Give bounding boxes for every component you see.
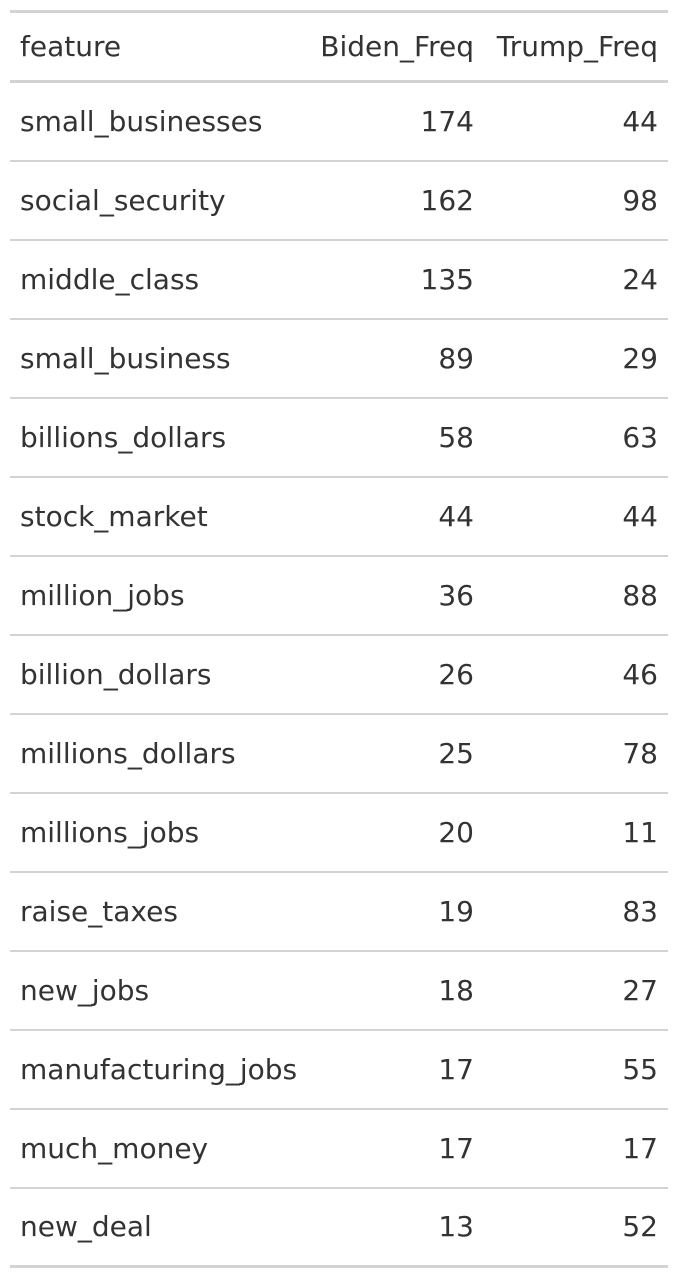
feature-cell: social_security (10, 159, 300, 240)
header-row: feature Biden_Freq Trump_Freq (10, 11, 668, 83)
trump-freq-cell: 88 (484, 554, 668, 635)
frequency-table-container: feature Biden_Freq Trump_Freq small_busi… (10, 10, 668, 1268)
feature-cell: manufacturing_jobs (10, 1028, 300, 1109)
table-row: billion_dollars 26 46 (10, 633, 668, 714)
feature-cell: small_business (10, 317, 300, 398)
table-row: small_businesses 174 44 (10, 82, 668, 161)
biden-freq-cell: 13 (300, 1186, 484, 1267)
feature-cell: stock_market (10, 475, 300, 556)
trump-freq-cell: 98 (484, 159, 668, 240)
biden-freq-cell: 162 (300, 159, 484, 240)
table-body: small_businesses 174 44 social_security … (10, 82, 668, 1267)
feature-cell: billions_dollars (10, 396, 300, 477)
trump-freq-cell: 29 (484, 317, 668, 398)
biden-freq-cell: 36 (300, 554, 484, 635)
trump-freq-cell: 46 (484, 633, 668, 714)
table-row: middle_class 135 24 (10, 238, 668, 319)
column-header-feature: feature (10, 11, 300, 83)
trump-freq-cell: 17 (484, 1107, 668, 1188)
table-row: much_money 17 17 (10, 1107, 668, 1188)
feature-cell: middle_class (10, 238, 300, 319)
table-row: small_business 89 29 (10, 317, 668, 398)
trump-freq-cell: 44 (622, 104, 658, 138)
table-row: manufacturing_jobs 17 55 (10, 1028, 668, 1109)
trump-freq-cell: 27 (484, 949, 668, 1030)
trump-freq-cell: 55 (484, 1028, 668, 1109)
column-header-trump-freq: Trump_Freq (484, 11, 668, 83)
column-header-biden-freq: Biden_Freq (300, 11, 484, 83)
biden-freq-cell: 19 (300, 870, 484, 951)
feature-cell: much_money (10, 1107, 300, 1188)
feature-cell: billion_dollars (10, 633, 300, 714)
trump-freq-cell: 24 (484, 238, 668, 319)
table-row: new_jobs 18 27 (10, 949, 668, 1030)
trump-freq-cell: 44 (484, 475, 668, 556)
trump-freq-cell: 52 (484, 1186, 668, 1267)
biden-freq-cell: 58 (300, 396, 484, 477)
biden-freq-cell: 25 (300, 712, 484, 793)
biden-freq-cell: 18 (300, 949, 484, 1030)
table-row: billions_dollars 58 63 (10, 396, 668, 477)
feature-cell: new_jobs (10, 949, 300, 1030)
feature-cell: million_jobs (10, 554, 300, 635)
feature-cell: new_deal (10, 1186, 300, 1267)
table-row: millions_jobs 20 11 (10, 791, 668, 872)
feature-cell: millions_jobs (10, 791, 300, 872)
biden-freq-cell: 26 (300, 633, 484, 714)
table-row: social_security 162 98 (10, 159, 668, 240)
biden-freq-cell: 135 (300, 238, 484, 319)
trump-freq-cell: 78 (484, 712, 668, 793)
trump-freq-cell: 83 (484, 870, 668, 951)
table-row: new_deal 13 52 (10, 1186, 668, 1267)
table-row: stock_market 44 44 (10, 475, 668, 556)
table-header: feature Biden_Freq Trump_Freq (10, 11, 668, 83)
feature-cell: millions_dollars (10, 712, 300, 793)
table-row: raise_taxes 19 83 (10, 870, 668, 951)
feature-cell: raise_taxes (10, 870, 300, 951)
biden-freq-cell: 89 (300, 317, 484, 398)
biden-freq-cell: 20 (300, 791, 484, 872)
table-row: millions_dollars 25 78 (10, 712, 668, 793)
feature-cell: small_businesses (20, 104, 263, 138)
biden-freq-cell: 17 (300, 1028, 484, 1109)
frequency-table: feature Biden_Freq Trump_Freq small_busi… (10, 10, 668, 1268)
table-row: million_jobs 36 88 (10, 554, 668, 635)
biden-freq-cell: 174 (420, 104, 474, 138)
trump-freq-cell: 11 (484, 791, 668, 872)
biden-freq-cell: 44 (300, 475, 484, 556)
biden-freq-cell: 17 (300, 1107, 484, 1188)
trump-freq-cell: 63 (484, 396, 668, 477)
